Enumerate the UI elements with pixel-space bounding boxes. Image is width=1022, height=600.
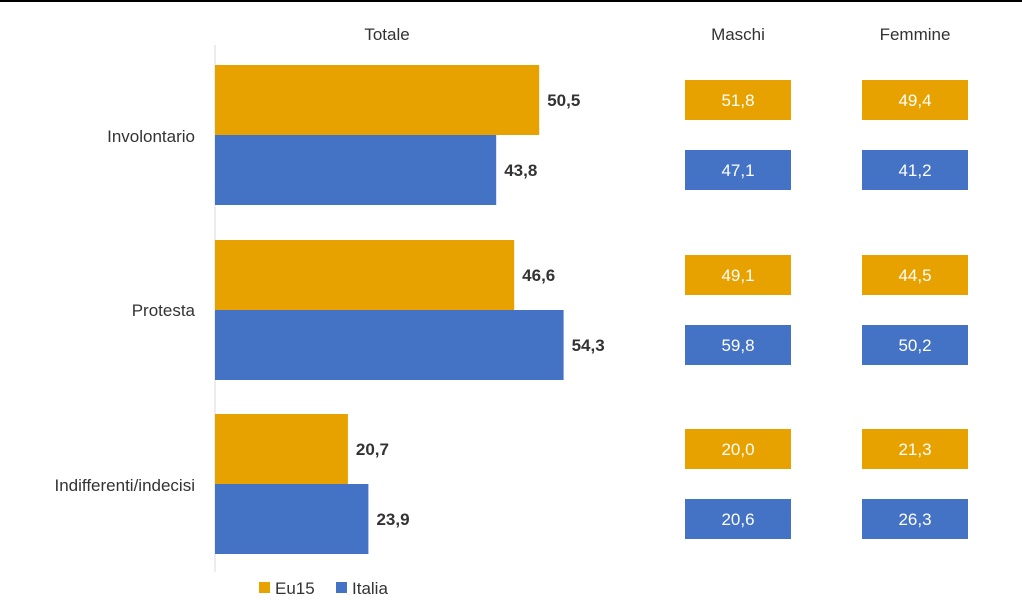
- maschi-value-box: [685, 499, 791, 539]
- bar-italia-involontario: [215, 135, 497, 205]
- legend: Eu15 Italia: [259, 579, 388, 598]
- legend-swatch-eu15: [259, 582, 270, 593]
- bar-labels: 50,5 43,8 46,6 54,3 20,7 23,9: [356, 91, 605, 529]
- value-boxes: 51,8 49,4 47,1 41,2 49,1 44,5 59,8 50,2 20,0 21,3…: [685, 80, 968, 539]
- femmine-value-box: [862, 499, 968, 539]
- femmine-value-box: [862, 429, 968, 469]
- femmine-value-label: 50,2: [898, 336, 931, 355]
- femmine-value-label: 26,3: [898, 510, 931, 529]
- bar-value-label: 54,3: [572, 336, 605, 355]
- maschi-value-label: 20,6: [721, 510, 754, 529]
- bar-eu15-involontario: [215, 65, 540, 135]
- femmine-value-box: [862, 325, 968, 365]
- maschi-value-box: [685, 429, 791, 469]
- panel-title-maschi: Maschi: [711, 25, 765, 44]
- legend-label-eu15: Eu15: [275, 579, 315, 598]
- bar-value-label: 43,8: [504, 161, 537, 180]
- bar-eu15-protesta: [215, 240, 515, 310]
- bar-italia-indifferenti: [215, 484, 369, 554]
- bar-value-label: 50,5: [547, 91, 580, 110]
- femmine-value-label: 49,4: [898, 91, 931, 110]
- maschi-value-box: [685, 150, 791, 190]
- maschi-value-label: 51,8: [721, 91, 754, 110]
- panel-titles: Totale Maschi Femmine: [364, 25, 950, 44]
- panel-title-totale: Totale: [364, 25, 409, 44]
- maschi-value-box: [685, 255, 791, 295]
- bar-eu15-indifferenti: [215, 414, 348, 484]
- bar-value-label: 23,9: [376, 510, 409, 529]
- maschi-value-box: [685, 325, 791, 365]
- category-labels: Involontario Protesta Indifferenti/indec…: [55, 127, 196, 495]
- maschi-value-box: [685, 80, 791, 120]
- femmine-value-box: [862, 150, 968, 190]
- bars: [215, 65, 564, 554]
- maschi-value-label: 47,1: [721, 161, 754, 180]
- femmine-value-box: [862, 255, 968, 295]
- bar-italia-protesta: [215, 310, 564, 380]
- category-label-protesta: Protesta: [132, 301, 196, 320]
- bar-value-label: 46,6: [522, 266, 555, 285]
- top-rule: [0, 0, 1022, 2]
- category-label-indifferenti: Indifferenti/indecisi: [55, 476, 196, 495]
- legend-label-italia: Italia: [352, 579, 388, 598]
- maschi-value-label: 59,8: [721, 336, 754, 355]
- femmine-value-label: 41,2: [898, 161, 931, 180]
- maschi-value-label: 20,0: [721, 440, 754, 459]
- bar-value-label: 20,7: [356, 440, 389, 459]
- category-label-involontario: Involontario: [107, 127, 195, 146]
- panel-title-femmine: Femmine: [880, 25, 951, 44]
- femmine-value-label: 44,5: [898, 266, 931, 285]
- maschi-value-label: 49,1: [721, 266, 754, 285]
- legend-swatch-italia: [336, 582, 347, 593]
- femmine-value-box: [862, 80, 968, 120]
- femmine-value-label: 21,3: [898, 440, 931, 459]
